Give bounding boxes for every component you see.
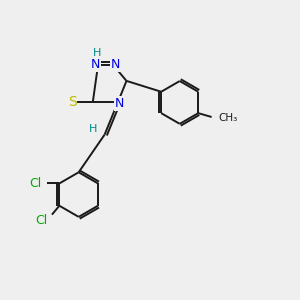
Text: H: H — [92, 48, 101, 58]
Text: N: N — [91, 58, 100, 71]
Text: N: N — [110, 58, 120, 71]
Text: H: H — [89, 124, 98, 134]
Text: Cl: Cl — [29, 177, 41, 190]
Text: CH₃: CH₃ — [218, 113, 237, 124]
Text: Cl: Cl — [35, 214, 47, 227]
Text: S: S — [68, 95, 76, 109]
Text: N: N — [115, 97, 124, 110]
